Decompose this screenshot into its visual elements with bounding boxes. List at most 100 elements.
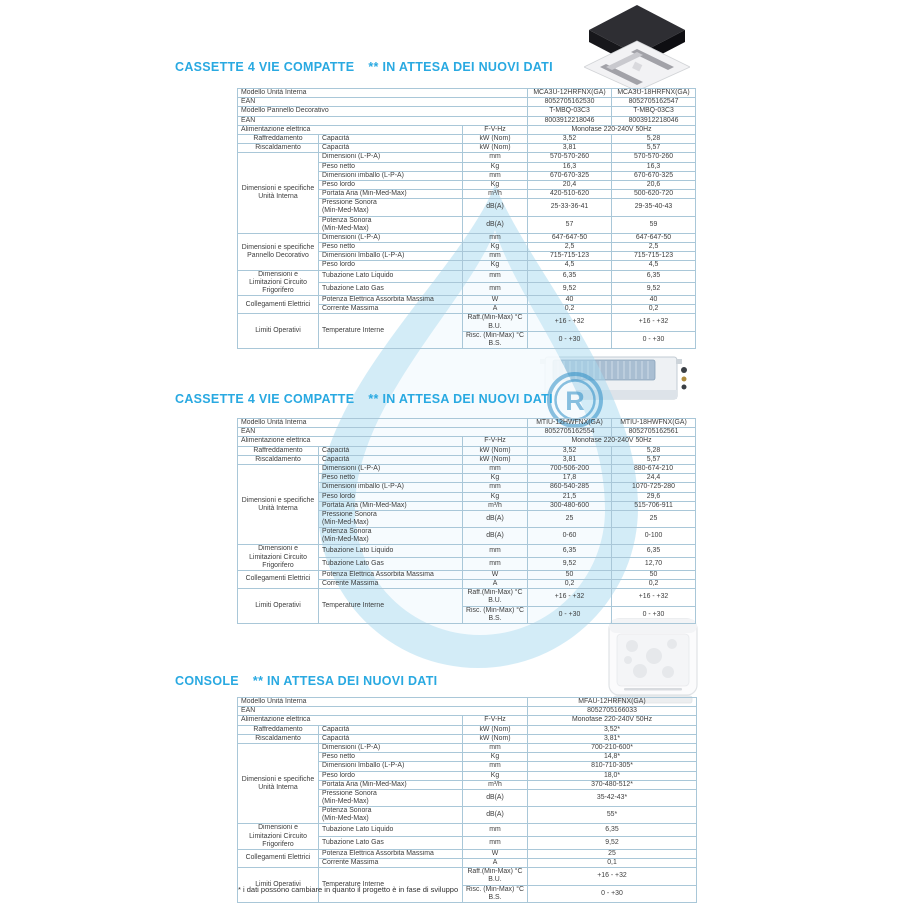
table-cell: Riscaldamento [237, 143, 319, 154]
table-cell: Potenza Sonora (Min-Med-Max) [318, 215, 463, 234]
table-cell: mm [462, 170, 528, 181]
section-title-note: ** IN ATTESA DEI NUOVI DATI [368, 60, 553, 74]
table-row: Peso netto Kg 14,8* [238, 752, 697, 763]
table-cell: Capacità [318, 143, 463, 154]
table-cell: A [462, 304, 528, 315]
table-cell: Riscaldamento [237, 454, 319, 465]
table-cell: Monofase 220-240V 50Hz [527, 436, 696, 447]
ducted-spec-table: Modello Unità Interna MTIU-12HWFNX(GA) MTI… [237, 417, 696, 624]
table-cell: 0,2 [611, 304, 696, 315]
table-cell: 3,52 [527, 445, 612, 456]
table-row: Dimensioni e specifiche Unità Interna Dim… [237, 152, 696, 234]
table-cell: +16 - +32 [527, 588, 612, 607]
table-cell: EAN [237, 427, 528, 438]
table-cell: 8003912218046 [527, 115, 612, 126]
table-cell: 3,52 [527, 133, 612, 145]
table-row: Riscaldamento Capacità kW (Nom) 3,81 5,57 [237, 454, 696, 465]
table-cell: 6,35 [527, 823, 697, 838]
table-cell: Collegamenti Elettrici [237, 294, 319, 315]
table-cell: Riscaldamento [237, 733, 319, 744]
table-cell: mm [462, 482, 528, 493]
table-cell: Dimensioni e Limitazioni Circuito Frigor… [237, 544, 319, 571]
table-cell: MCA3U-18HRFNX(GA) [611, 87, 696, 99]
table-cell: 29,6 [611, 491, 696, 502]
table-cell: 50 [527, 569, 612, 581]
section-title-text: CASSETTE 4 VIE COMPATTE [175, 60, 355, 74]
table-cell: Kg [462, 770, 528, 781]
table-cell: mm [462, 823, 528, 838]
table-row: Limiti Operativi Temperature Interne Raff.… [237, 588, 696, 624]
table-cell: 8052705166033 [527, 706, 697, 717]
table-cell: Raff.(Min-Max) °C B.U. [462, 313, 528, 332]
table-cell: Capacità [318, 445, 463, 456]
table-cell: 18,0* [527, 770, 697, 781]
table-cell: Modello Unità Interna [237, 87, 528, 99]
table-cell: 9,52 [527, 836, 697, 850]
table-cell: 0,1 [527, 858, 697, 869]
table-cell: kW (Nom) [462, 133, 528, 145]
table-cell: 20,6 [611, 179, 696, 191]
table-cell: Peso netto [318, 161, 463, 172]
table-cell: 0 - +30 [611, 605, 696, 624]
table-cell: Limiti Operativi [237, 313, 319, 349]
table-cell: 515-706-911 [611, 500, 696, 511]
table-cell: Raff.(Min-Max) °C B.U. [462, 867, 528, 886]
table-cell: Raffreddamento [237, 724, 319, 735]
table-cell: Raffreddamento [237, 133, 319, 145]
table-row: Collegamenti Elettrici Potenza Elettrica … [237, 294, 696, 315]
table-row: Raffreddamento Capacità kW (Nom) 3,52 5,28 [237, 445, 696, 456]
table-cell: Kg [462, 260, 528, 271]
table-cell: Temperature Interne [318, 313, 463, 349]
table-cell: +16 - +32 [611, 313, 696, 332]
table-cell: Tubazione Lato Gas [318, 282, 463, 296]
table-row: Peso lordo Kg 18,0* [238, 770, 697, 781]
table-cell: 16,3 [527, 161, 612, 172]
table-cell: kW (Nom) [462, 445, 528, 456]
table-cell: 1070-725-280 [611, 482, 696, 493]
table-row: Dimensioni imballo (L-P-A) mm 670-670-325 6… [238, 170, 696, 181]
table-cell: kW (Nom) [462, 733, 528, 744]
console-unit-product-image [608, 618, 698, 704]
section-title-note: ** IN ATTESA DEI NUOVI DATI [252, 674, 438, 688]
table-cell: dB(A) [462, 215, 528, 234]
table-cell: 370-480-512* [527, 779, 697, 790]
table-cell: Alimentazione elettrica [237, 715, 463, 726]
table-cell: Pressione Sonora (Min-Med-Max) [318, 198, 463, 217]
table-cell: A [462, 858, 528, 869]
table-cell: MCA3U-12HRFNX(GA) [527, 87, 612, 99]
table-cell: Dimensioni (L-P-A) [318, 232, 463, 244]
table-cell: Tubazione Lato Gas [318, 836, 463, 850]
table-row: Limiti Operativi Temperature Interne Raff.… [237, 313, 696, 349]
table-row: Raffreddamento Capacità kW (Nom) 3,52* [237, 724, 697, 735]
table-cell: Risc. (Min-Max) °C B.S. [462, 605, 528, 624]
table-row: Pressione Sonora (Min-Med-Max) dB(A) 35-42… [238, 788, 697, 808]
table-cell: 5,57 [611, 454, 696, 465]
table-cell: mm [462, 282, 528, 296]
table-row: Dimensioni e specifiche Unità Interna Dim… [237, 742, 697, 825]
table-cell: Dimensioni e specifiche Unità Interna [237, 463, 319, 546]
table-cell: mm [462, 742, 528, 754]
table-cell: 4,5 [611, 260, 696, 271]
table-cell: Kg [462, 161, 528, 172]
table-cell: Capacità [318, 733, 463, 744]
table-cell: 5,28 [611, 445, 696, 456]
table-cell: 25 [527, 848, 697, 860]
table-cell: Peso lordo [318, 260, 463, 271]
table-row: EAN 8003912218046 8003912218046 [237, 115, 696, 126]
table-cell: Collegamenti Elettrici [237, 569, 319, 590]
table-row: Alimentazione elettrica F-V-Hz Monofase 22… [237, 715, 697, 726]
table-cell: kW (Nom) [462, 454, 528, 465]
table-cell: 25 [611, 509, 696, 529]
table-cell: Risc. (Min-Max) °C B.S. [462, 884, 528, 903]
table-cell: Peso netto [318, 752, 463, 763]
table-row: EAN 8052705162554 8052705162561 [237, 427, 696, 438]
table-cell: Tubazione Lato Liquido [318, 544, 463, 559]
table-row: Limiti Operativi Temperature Interne Raff.… [237, 867, 697, 903]
table-cell: W [462, 294, 528, 306]
table-cell: Temperature Interne [318, 588, 463, 624]
table-cell: EAN [237, 115, 528, 126]
table-cell: mm [462, 232, 528, 244]
table-cell: MTIU-18HWFNX(GA) [611, 417, 696, 429]
table-row: EAN 8052705162530 8052705162547 [237, 97, 696, 108]
table-cell: Raffreddamento [237, 445, 319, 456]
